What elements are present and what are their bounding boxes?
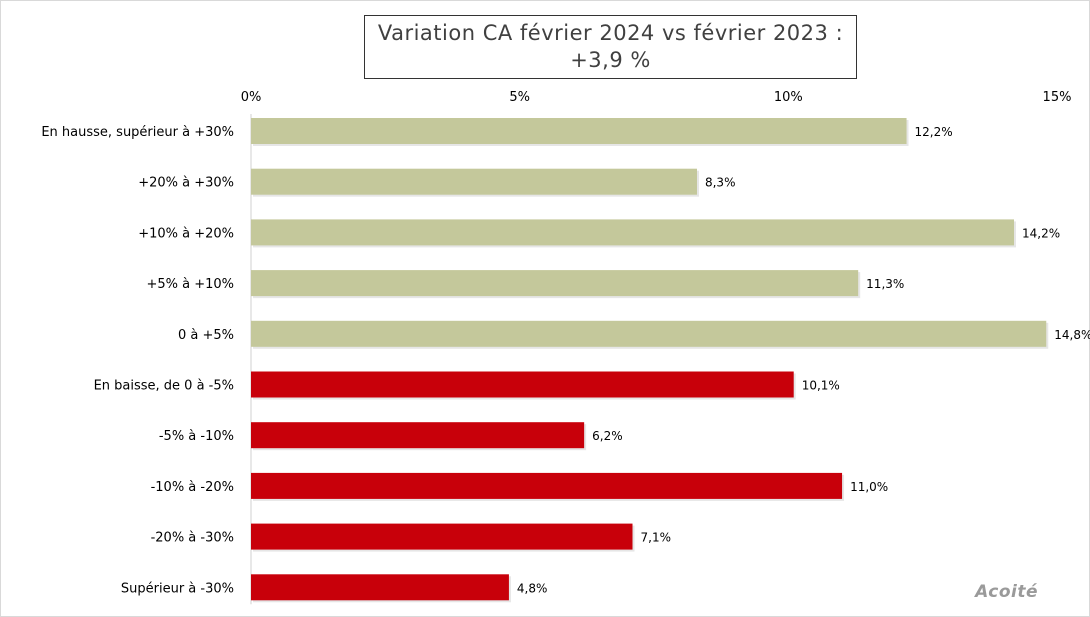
- data-label: 6,2%: [592, 429, 623, 443]
- x-tick-label: 10%: [774, 90, 803, 105]
- category-label: +20% à +30%: [138, 176, 234, 191]
- bar: [251, 523, 633, 550]
- bar: [251, 168, 697, 195]
- data-label: 11,0%: [850, 480, 888, 494]
- data-label: 12,2%: [915, 125, 953, 139]
- bar: [251, 371, 794, 398]
- category-label: En baisse, de 0 à -5%: [94, 379, 234, 394]
- category-label: 0 à +5%: [178, 328, 234, 343]
- bar: [251, 422, 585, 449]
- bar: [251, 320, 1047, 347]
- x-tick-label: 5%: [509, 90, 530, 105]
- category-label: -10% à -20%: [151, 480, 234, 495]
- data-label: 11,3%: [866, 277, 904, 291]
- data-label: 7,1%: [641, 531, 672, 545]
- category-label: +10% à +20%: [138, 226, 234, 241]
- x-tick-label: 0%: [241, 90, 262, 105]
- category-label: Supérieur à -30%: [121, 581, 234, 596]
- data-label: 14,8%: [1054, 328, 1090, 342]
- bar: [251, 472, 843, 499]
- category-label: En hausse, supérieur à +30%: [41, 125, 234, 140]
- bar: [251, 574, 509, 601]
- x-tick-label: 15%: [1043, 90, 1072, 105]
- bar: [251, 270, 859, 297]
- chart-title-box: Variation CA février 2024 vs février 202…: [364, 15, 857, 79]
- chart-title-line-1: Variation CA février 2024 vs février 202…: [377, 21, 844, 45]
- data-label: 4,8%: [517, 581, 548, 595]
- category-label: +5% à +10%: [146, 277, 234, 292]
- data-label: 8,3%: [705, 176, 736, 190]
- data-label: 14,2%: [1022, 226, 1060, 240]
- bar: [251, 219, 1015, 246]
- chart-title-line-2: +3,9 %: [570, 48, 651, 72]
- category-label: -20% à -30%: [151, 531, 234, 546]
- data-label: 10,1%: [802, 379, 840, 393]
- category-label: -5% à -10%: [159, 429, 234, 444]
- bar: [251, 118, 907, 144]
- watermark-logo: Acoité: [975, 582, 1038, 602]
